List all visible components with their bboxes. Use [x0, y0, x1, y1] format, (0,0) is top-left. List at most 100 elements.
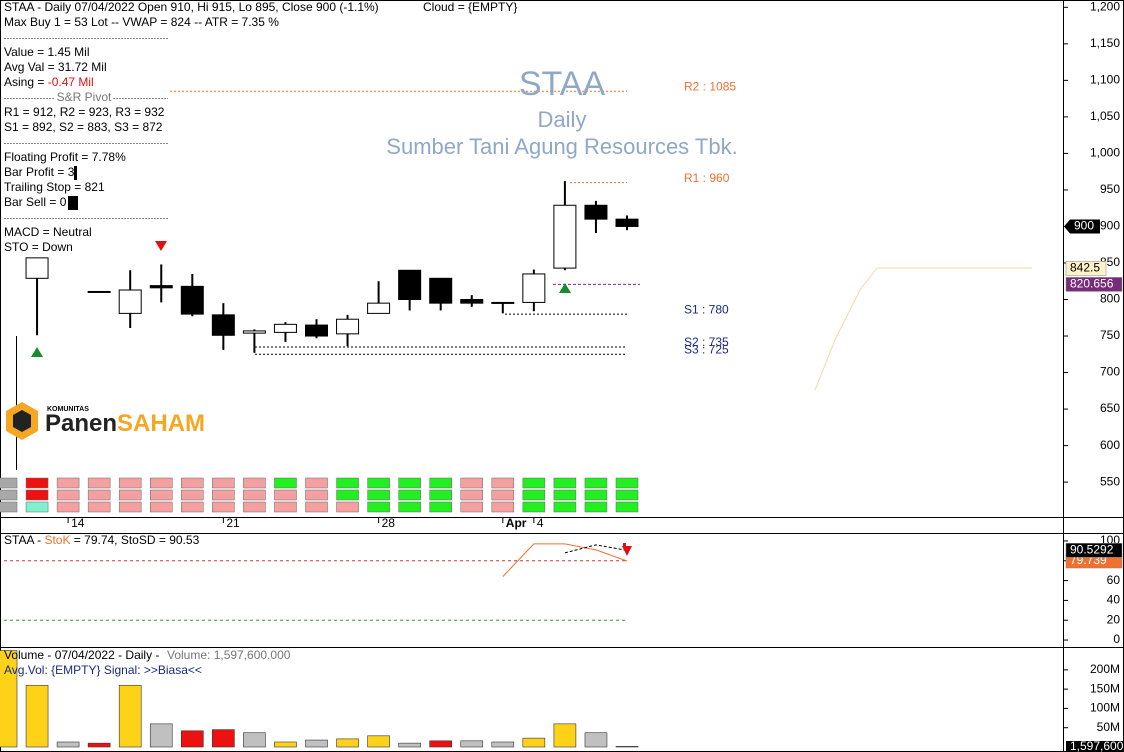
- header-line: STAA - Daily 07/04/2022 Open 910, Hi 915…: [4, 0, 379, 14]
- y-tick-label: 600: [1100, 438, 1120, 452]
- header-line: Max Buy 1 = 53 Lot -- VWAP = 824 -- ATR …: [4, 15, 279, 29]
- sell-arrow: [623, 543, 626, 546]
- candle-body: [553, 204, 577, 269]
- legend-entry: StoSD: [121, 533, 156, 547]
- signal-box: [491, 477, 515, 489]
- volume-bar: [398, 742, 421, 748]
- volume-subtitle: Avg.Vol: {EMPTY} Signal: >>Biasa<<: [4, 663, 202, 677]
- volume-bar: [305, 739, 328, 748]
- info-line: Value = 1.45 Mil: [4, 45, 90, 59]
- signal-box: [118, 501, 142, 513]
- signal-box: [181, 477, 204, 489]
- signal-box: [0, 501, 18, 513]
- signal-box: [243, 477, 266, 489]
- stoch-title: STAA -: [4, 533, 44, 547]
- volume-bar: [460, 740, 484, 748]
- projection-line: [814, 267, 1032, 391]
- level-label: R2 : 1085: [684, 79, 736, 93]
- candle-body: [180, 285, 204, 315]
- volume-bar: [274, 741, 297, 748]
- info-line: Trailing Stop = 821: [4, 180, 105, 194]
- info-line: Floating Profit = 7.78%: [4, 150, 126, 164]
- signal-box: [615, 477, 639, 489]
- stoch-title: = 90.53: [156, 533, 200, 547]
- signal-box: [274, 489, 297, 501]
- volume-bar: [584, 732, 608, 748]
- signal-box: [367, 489, 390, 501]
- signal-box: [522, 489, 546, 501]
- signal-box: [429, 489, 452, 501]
- x-tick-label: 28: [382, 516, 396, 530]
- y-tick-label: 800: [1100, 292, 1120, 306]
- stoch-title: = 79.74,: [70, 533, 120, 547]
- candle-body: [118, 289, 142, 314]
- signal-box: [584, 489, 608, 501]
- signal-box: [56, 477, 80, 489]
- signal-box: [491, 489, 515, 501]
- info-line: Asing = -0.47 Mil: [4, 75, 94, 89]
- pivot-title: S&R Pivot: [57, 90, 112, 104]
- signal-box: [615, 501, 639, 513]
- y-tick-label: 1,150: [1090, 36, 1120, 50]
- signal-box: [150, 501, 173, 513]
- candle-body: [460, 299, 484, 304]
- signal-box: [522, 477, 546, 489]
- candle-body: [615, 218, 639, 227]
- volume-bar: [615, 746, 639, 748]
- candle-body: [584, 204, 608, 220]
- y-tick-label: 550: [1100, 474, 1120, 488]
- y-tick-label: 0: [1113, 632, 1120, 646]
- signal-box: [0, 477, 18, 489]
- signal-box: [87, 489, 111, 501]
- y-tick-label: 650: [1100, 401, 1120, 415]
- signal-box: [118, 489, 142, 501]
- y-tick-label: 1,200: [1090, 0, 1120, 13]
- signal-box: [305, 489, 328, 501]
- info-line: MACD = Neutral: [4, 225, 92, 239]
- signal-box: [274, 477, 297, 489]
- series-line: [502, 543, 628, 577]
- watermark-ticker: STAA: [519, 65, 606, 103]
- signal-box: [25, 477, 49, 489]
- signal-box: [118, 477, 142, 489]
- info-line: S1 = 892, S2 = 883, S3 = 872: [4, 120, 163, 134]
- volume-bar: [87, 742, 111, 748]
- x-tick-label: 21: [226, 516, 240, 530]
- signal-box: [305, 477, 328, 489]
- info-value: -0.47 Mil: [48, 75, 94, 89]
- buy-arrow: [31, 347, 43, 357]
- candle-body: [367, 302, 391, 314]
- signal-box: [56, 489, 80, 501]
- signal-box: [150, 489, 173, 501]
- candle-body: [522, 273, 546, 303]
- series-line: [564, 544, 628, 554]
- logo-text: SAHAM: [117, 410, 205, 437]
- info-line: Bar Profit = 3: [4, 165, 75, 179]
- signal-box: [87, 501, 111, 513]
- signal-box: [336, 501, 359, 513]
- volume-bar: [491, 741, 515, 748]
- y-tick-label: 200M: [1090, 662, 1120, 676]
- y-tick-label: 1,050: [1090, 109, 1120, 123]
- price-tag: [1065, 543, 1123, 558]
- volume-bar: [212, 729, 235, 748]
- signal-box: [274, 501, 297, 513]
- price-tag-label: 842.5: [1070, 261, 1100, 275]
- signal-box: [367, 501, 390, 513]
- candle-body: [398, 269, 422, 301]
- signal-box: [212, 489, 235, 501]
- candle-body: [25, 257, 49, 279]
- info-line: STO = Down: [4, 240, 73, 254]
- candle-body: [429, 277, 453, 304]
- signal-box: [25, 501, 49, 513]
- price-tag-label: 1,597,600: [1070, 739, 1124, 752]
- y-tick-label: 20: [1107, 612, 1121, 626]
- signal-box: [336, 477, 359, 489]
- y-tick-label: 1,000: [1090, 146, 1120, 160]
- signal-box: [0, 489, 18, 501]
- info-line: Bar Sell = 0: [4, 195, 67, 209]
- signal-box: [429, 501, 452, 513]
- candle-body: [242, 330, 266, 334]
- volume-bar: [118, 684, 142, 748]
